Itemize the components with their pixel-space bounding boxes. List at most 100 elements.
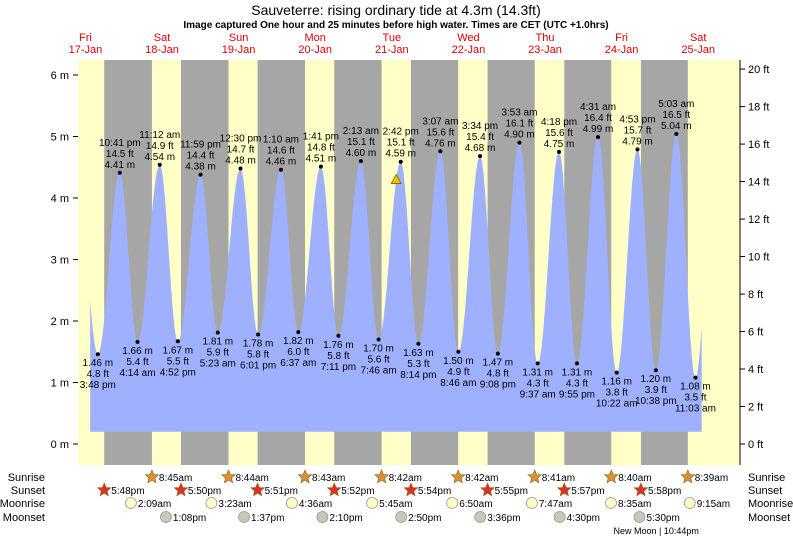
sunrise-star-icon	[144, 469, 160, 484]
low-tide-label: 6:01 pm	[240, 361, 276, 372]
sunrise-star-icon	[527, 469, 543, 484]
moonset-time: 2:50pm	[408, 513, 441, 524]
moonrise-time: 2:09am	[138, 499, 171, 510]
high-tide-label: 1:10 am	[263, 135, 299, 146]
tide-point	[238, 166, 243, 171]
moonrise-time: 6:50am	[459, 499, 492, 510]
sunset-star-icon	[403, 482, 419, 497]
low-tide-label: 4.3 ft	[566, 378, 588, 389]
high-tide-label: 14.6 ft	[267, 146, 295, 157]
high-tide-label: 4.75 m	[544, 139, 575, 150]
tide-point	[175, 339, 180, 344]
low-tide-label: 1.16 m	[601, 377, 632, 388]
high-tide-label: 15.7 ft	[624, 125, 652, 136]
tide-point	[198, 172, 203, 177]
day-date: 18-Jan	[145, 44, 179, 56]
moonset-time: 4:30pm	[567, 513, 600, 524]
low-tide-label: 7:11 pm	[321, 362, 356, 373]
low-tide-label: 5.8 ft	[247, 350, 269, 361]
low-tide-label: 8:14 pm	[400, 370, 436, 381]
sunrise-time: 8:39am	[695, 473, 728, 484]
high-tide-label: 4.51 m	[306, 154, 337, 165]
day-name: Tue	[383, 32, 402, 44]
moonset-time: 1:08pm	[173, 513, 206, 524]
moonset-moon-icon	[474, 511, 487, 523]
tide-point	[674, 132, 679, 137]
day-name: Wed	[457, 32, 479, 44]
tide-point	[296, 330, 301, 335]
tide-point	[438, 149, 443, 154]
tide-point	[318, 164, 323, 169]
y-tick-label-ft: 8 ft	[748, 289, 763, 301]
high-tide-label: 15.1 ft	[347, 137, 375, 148]
low-tide-label: 1.81 m	[202, 337, 233, 348]
day-date: 21-Jan	[375, 44, 409, 56]
y-tick-label-m: 5 m	[51, 132, 69, 144]
low-tide-label: 6.0 ft	[287, 347, 309, 358]
low-tide-label: 5.3 ft	[407, 359, 429, 370]
low-tide-label: 4.3 ft	[527, 378, 549, 389]
moonrise-time: 7:47am	[539, 499, 572, 510]
high-tide-label: 4:18 pm	[541, 117, 577, 128]
sunrise-row-label: Sunrise	[8, 472, 45, 484]
tide-point	[416, 341, 421, 346]
low-tide-label: 7:46 am	[361, 365, 397, 376]
low-tide-label: 8:46 am	[440, 378, 476, 389]
low-tide-label: 11:03 am	[675, 404, 716, 415]
tide-point	[215, 330, 220, 335]
low-tide-label: 10:22 am	[596, 399, 638, 410]
high-tide-label: 4.38 m	[185, 162, 216, 173]
tide-curve	[90, 134, 702, 432]
day-date: 24-Jan	[605, 44, 639, 56]
high-tide-label: 14.5 ft	[106, 149, 134, 160]
low-tide-label: 1.50 m	[443, 356, 474, 367]
sunrise-star-icon	[603, 469, 619, 484]
moonrise-moon-icon	[366, 497, 379, 509]
moonrise-moon-icon	[446, 497, 459, 509]
tide-point	[135, 339, 140, 344]
moonrise-time: 8:35am	[618, 499, 651, 510]
y-tick-label-m: 6 m	[51, 70, 69, 82]
tide-point	[596, 135, 601, 140]
day-name: Fri	[615, 32, 628, 44]
sun-moon-table: Sunrise Sunrise 8:45am 8:44am 8:43am 8:42am 8:…	[0, 469, 793, 536]
moonrise-moon-icon	[205, 497, 218, 509]
high-tide-label: 4.59 m	[385, 149, 416, 160]
sunrise-time: 8:41am	[542, 473, 575, 484]
high-tide-label: 14.8 ft	[307, 143, 335, 154]
y-tick-label-ft: 0 ft	[748, 439, 763, 451]
sunrise-time: 8:40am	[618, 473, 651, 484]
high-tide-label: 3:34 pm	[462, 121, 498, 132]
sunrise-star-icon	[221, 469, 236, 484]
moonrise-moon-icon	[124, 497, 137, 509]
sunset-star-icon	[173, 482, 189, 497]
tide-point	[358, 159, 363, 164]
high-tide-label: 2:42 pm	[383, 127, 419, 138]
high-tide-label: 16.1 ft	[505, 119, 533, 130]
high-tide-label: 16.4 ft	[584, 113, 612, 124]
high-tide-label: 15.1 ft	[387, 138, 415, 149]
sunrise-star-icon	[450, 469, 466, 484]
tide-point	[635, 147, 640, 152]
moonrise-time: 3:23am	[218, 499, 251, 510]
sunset-time: 5:48pm	[111, 486, 144, 497]
low-tide-label: 5.9 ft	[207, 348, 229, 359]
y-tick-label-m: 0 m	[51, 439, 69, 451]
high-tide-label: 3:07 am	[422, 116, 458, 127]
low-tide-label: 1.67 m	[163, 345, 194, 356]
moonrise-moon-icon	[285, 497, 298, 509]
low-tide-label: 9:55 pm	[559, 389, 595, 400]
high-tide-label: 15.6 ft	[545, 128, 573, 139]
axes: 0 m 1 m 2 m 3 m 4 m 5 m 6 m 0 ft 2 ft 4 ft 6 ft 8 f…	[51, 60, 769, 465]
sunset-row-label-right: Sunset	[748, 485, 782, 497]
moonset-moon-icon	[395, 511, 408, 523]
tide-point	[574, 361, 579, 366]
sunset-time: 5:54pm	[418, 486, 451, 497]
high-tide-label: 3:53 am	[501, 108, 537, 119]
tide-point	[95, 352, 100, 357]
y-tick-label-ft: 12 ft	[748, 214, 769, 226]
high-tide-label: 4.46 m	[266, 157, 297, 168]
high-tide-label: 1:41 pm	[303, 132, 339, 143]
sunset-star-icon	[326, 482, 342, 497]
high-tide-label: 4:53 pm	[619, 114, 655, 125]
